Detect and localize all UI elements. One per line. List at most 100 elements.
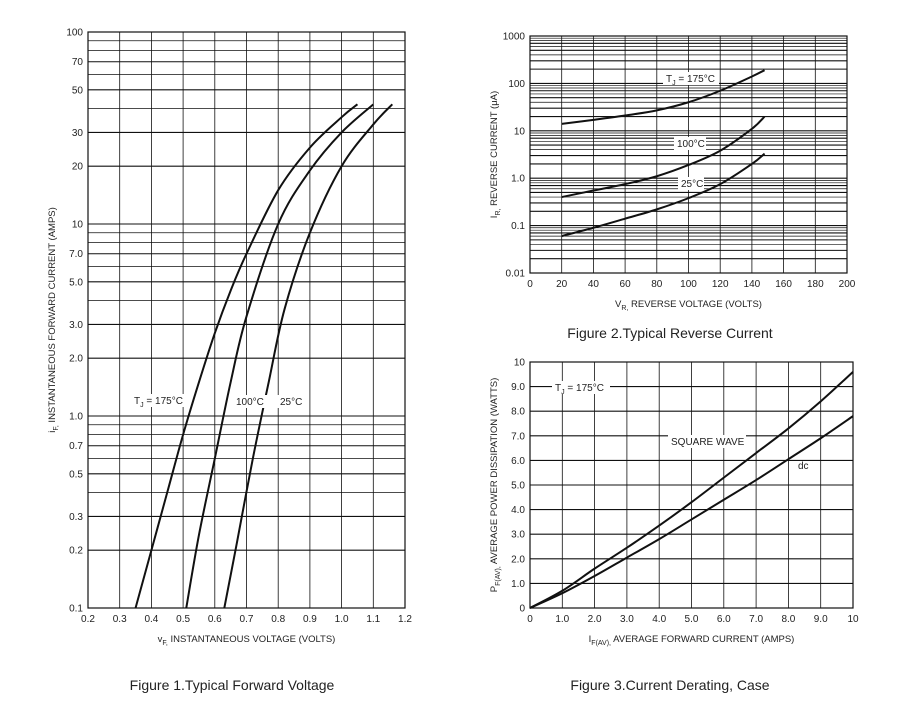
y-tick-label: 0.1 bbox=[511, 221, 525, 232]
y-tick-label: 70 bbox=[72, 57, 84, 68]
y-tick-label: 5.0 bbox=[69, 277, 83, 288]
series-line-2 bbox=[185, 103, 374, 609]
x-tick-label: 1.0 bbox=[335, 614, 349, 625]
y-axis-title: PF(AV), AVERAGE POWER DISSIPATION (WATTS… bbox=[489, 378, 502, 592]
y-tick-label: 20 bbox=[72, 162, 84, 173]
y-tick-label: 3.0 bbox=[69, 320, 83, 331]
x-tick-label: 10 bbox=[847, 614, 859, 625]
x-tick-label: 60 bbox=[620, 279, 632, 290]
series-line-1 bbox=[134, 103, 359, 609]
x-tick-label: 200 bbox=[839, 279, 856, 290]
y-tick-label: 1000 bbox=[503, 32, 526, 43]
x-tick-label: 120 bbox=[712, 279, 729, 290]
y-tick-label: 5.0 bbox=[511, 481, 525, 492]
x-tick-label: 0.8 bbox=[271, 614, 285, 625]
series-line-1 bbox=[529, 371, 854, 609]
y-tick-label: 6.0 bbox=[511, 456, 525, 467]
label-tj-175: TJ = 175°C bbox=[555, 383, 604, 396]
y-tick-label: 9.0 bbox=[511, 382, 525, 393]
x-tick-label: 4.0 bbox=[652, 614, 666, 625]
figure-caption: Figure 1.Typical Forward Voltage bbox=[130, 677, 335, 693]
x-axis-title: vF, INSTANTANEOUS VOLTAGE (VOLTS) bbox=[158, 634, 336, 647]
y-tick-label: 0.7 bbox=[69, 441, 83, 452]
y-tick-label: 100 bbox=[508, 79, 525, 90]
x-tick-label: 0 bbox=[527, 614, 533, 625]
x-axis-title: IF(AV), AVERAGE FORWARD CURRENT (AMPS) bbox=[589, 634, 795, 647]
series-line-3 bbox=[561, 152, 766, 238]
plot-frame bbox=[529, 361, 854, 609]
x-tick-label: 8.0 bbox=[781, 614, 795, 625]
x-tick-label: 180 bbox=[807, 279, 824, 290]
x-tick-label: 0.7 bbox=[240, 614, 254, 625]
y-tick-label: 1.0 bbox=[511, 174, 525, 185]
label-bg bbox=[131, 394, 189, 407]
grid bbox=[529, 361, 854, 609]
x-tick-label: 0.2 bbox=[81, 614, 95, 625]
y-tick-label: 10 bbox=[514, 358, 526, 369]
y-tick-label: 0.5 bbox=[69, 469, 83, 480]
label-bg bbox=[552, 381, 610, 394]
label-bg bbox=[668, 435, 746, 448]
x-tick-label: 5.0 bbox=[685, 614, 699, 625]
grid bbox=[529, 35, 848, 274]
y-axis-title: iF, INSTANTANEOUS FORWARD CURRENT (AMPS) bbox=[47, 207, 60, 433]
x-tick-label: 1.2 bbox=[398, 614, 412, 625]
figure-caption: Figure 2.Typical Reverse Current bbox=[567, 325, 773, 341]
y-axis-title: IR, REVERSE CURRENT (μA) bbox=[489, 91, 502, 218]
label-bg bbox=[233, 395, 267, 408]
label-dc: dc bbox=[798, 461, 809, 472]
label-bg bbox=[678, 177, 704, 190]
x-tick-label: 1.1 bbox=[366, 614, 380, 625]
y-tick-label: 50 bbox=[72, 85, 84, 96]
y-tick-label: 7.0 bbox=[69, 249, 83, 260]
x-tick-label: 20 bbox=[556, 279, 568, 290]
y-tick-label: 100 bbox=[66, 28, 83, 39]
x-tick-label: 0.9 bbox=[303, 614, 317, 625]
series-line-3 bbox=[223, 103, 394, 609]
label-25c: 25°C bbox=[681, 179, 703, 190]
y-tick-label: 8.0 bbox=[511, 407, 525, 418]
y-tick-label: 10 bbox=[72, 220, 84, 231]
series-line-2 bbox=[561, 115, 766, 199]
x-tick-label: 0.5 bbox=[176, 614, 190, 625]
x-tick-label: 2.0 bbox=[588, 614, 602, 625]
series-line-2 bbox=[529, 415, 854, 609]
label-100c: 100°C bbox=[677, 139, 705, 150]
series-line-1 bbox=[561, 69, 766, 125]
x-tick-label: 3.0 bbox=[620, 614, 634, 625]
y-tick-label: 0 bbox=[519, 604, 525, 615]
y-tick-label: 0.1 bbox=[69, 604, 83, 615]
figure-3: 0 1.0 2.0 3.0 4.0 5.0 6.0 7.0 8.0 9.0 10 10 9.0 8.0 7.… bbox=[489, 358, 859, 694]
y-tick-label: 30 bbox=[72, 128, 84, 139]
y-tick-label: 10 bbox=[514, 126, 526, 137]
label-square-wave: SQUARE WAVE bbox=[671, 437, 745, 448]
x-tick-label: 6.0 bbox=[717, 614, 731, 625]
y-tick-label: 1.0 bbox=[511, 579, 525, 590]
y-tick-label: 4.0 bbox=[511, 505, 525, 516]
x-tick-label: 0.4 bbox=[144, 614, 158, 625]
label-tj-175: TJ = 175°C bbox=[134, 396, 183, 409]
label-tj-175: TJ = 175°C bbox=[666, 74, 715, 87]
x-tick-label: 100 bbox=[680, 279, 697, 290]
x-tick-label: 1.0 bbox=[555, 614, 569, 625]
x-tick-label: 0.3 bbox=[113, 614, 127, 625]
y-tick-label: 2.0 bbox=[511, 554, 525, 565]
x-tick-label: 9.0 bbox=[814, 614, 828, 625]
label-100c: 100°C bbox=[236, 397, 264, 408]
y-tick-label: 0.2 bbox=[69, 546, 83, 557]
x-tick-label: 140 bbox=[744, 279, 761, 290]
y-tick-label: 2.0 bbox=[69, 354, 83, 365]
plot-frame bbox=[529, 35, 848, 274]
x-tick-label: 7.0 bbox=[749, 614, 763, 625]
y-tick-label: 0.01 bbox=[506, 269, 526, 280]
label-bg bbox=[277, 395, 303, 408]
label-25c: 25°C bbox=[280, 397, 302, 408]
x-tick-label: 0.6 bbox=[208, 614, 222, 625]
figure-caption: Figure 3.Current Derating, Case bbox=[570, 677, 769, 693]
x-tick-label: 0 bbox=[527, 279, 533, 290]
figure-1: 0.2 0.3 0.4 0.5 0.6 0.7 0.8 0.9 1.0 1.1 1.2 100 70 50… bbox=[47, 28, 412, 694]
x-tick-label: 160 bbox=[775, 279, 792, 290]
y-tick-label: 0.3 bbox=[69, 512, 83, 523]
y-tick-label: 7.0 bbox=[511, 431, 525, 442]
